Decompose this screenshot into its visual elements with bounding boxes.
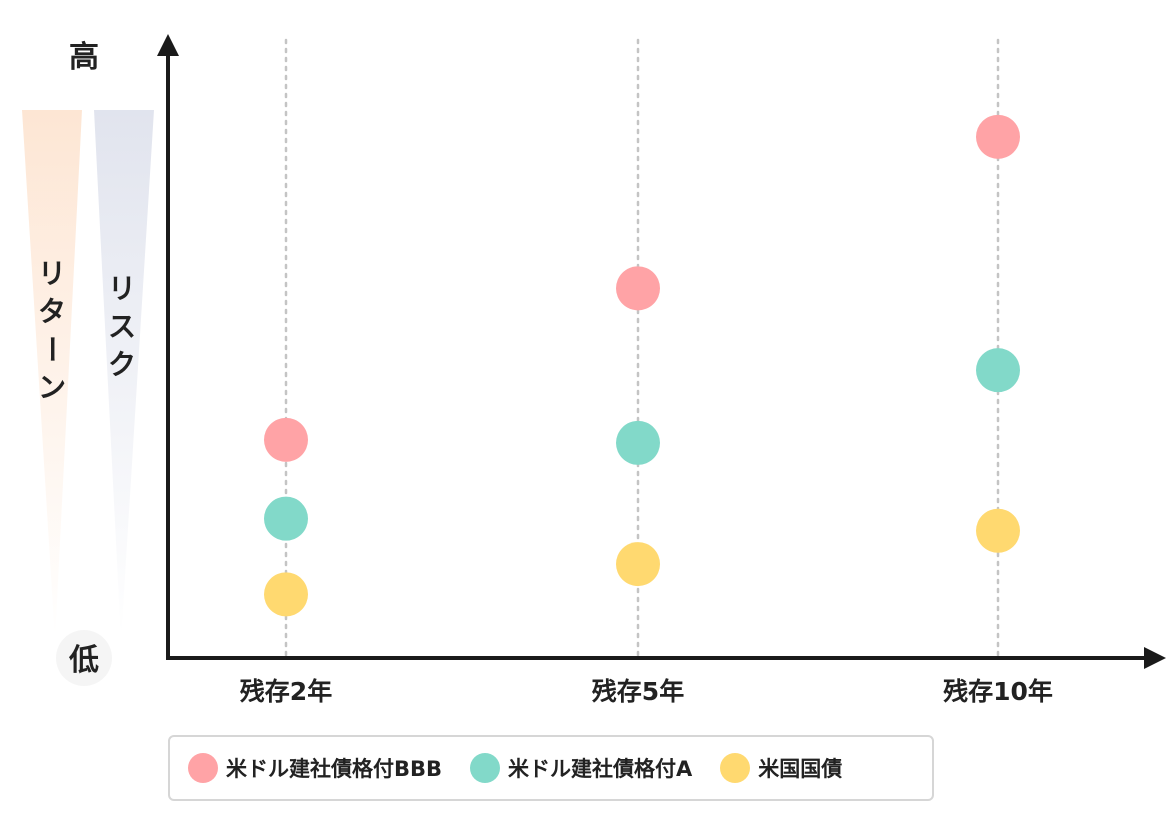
y-low-label-backdrop bbox=[56, 630, 112, 686]
y-low-label: 低 bbox=[68, 643, 99, 678]
data-point-series-1 bbox=[264, 417, 308, 462]
legend-item: 米ドル建社債格付BBB bbox=[188, 753, 442, 783]
legend-label: 米ドル建社債格付BBB bbox=[226, 757, 443, 781]
legend-item: 米ドル建社債格付A bbox=[470, 753, 692, 783]
legend-label: 米国国債 bbox=[758, 757, 843, 781]
indicator-char: タ bbox=[38, 295, 66, 328]
data-points bbox=[264, 114, 1020, 617]
y-high-label: 高 bbox=[69, 40, 99, 75]
x-axis-arrow bbox=[1144, 647, 1166, 669]
data-point-series-1 bbox=[616, 266, 660, 311]
x-tick-label: 残存10年 bbox=[943, 677, 1053, 706]
indicator-char: ス bbox=[108, 310, 136, 343]
x-tick-label: 残存2年 bbox=[240, 677, 332, 706]
x-tick-label: 残存5年 bbox=[592, 677, 684, 706]
legend-swatch bbox=[470, 753, 501, 783]
data-point-series-2 bbox=[616, 420, 660, 465]
legend-swatch bbox=[720, 753, 751, 783]
risk-indicator-wedge bbox=[94, 110, 154, 640]
return-indicator-wedge bbox=[22, 110, 82, 640]
data-point-series-3 bbox=[976, 508, 1020, 553]
indicator-char: ク bbox=[108, 348, 136, 381]
y-axis-arrow bbox=[157, 34, 179, 56]
indicator-char: リ bbox=[38, 257, 66, 290]
legend: 米ドル建社債格付BBB 米ドル建社債格付A 米国国債 bbox=[168, 735, 934, 801]
indicator-char: ン bbox=[38, 371, 66, 404]
data-point-series-2 bbox=[976, 348, 1020, 393]
data-point-series-3 bbox=[264, 572, 308, 617]
data-point-series-1 bbox=[976, 114, 1020, 159]
indicator-char: ー bbox=[35, 335, 68, 363]
data-point-series-2 bbox=[264, 496, 308, 541]
x-tick-labels: 残存2年 残存5年 残存10年 bbox=[240, 677, 1053, 706]
indicator-char: リ bbox=[108, 272, 136, 305]
data-point-series-3 bbox=[616, 542, 660, 587]
legend-label: 米ドル建社債格付A bbox=[508, 757, 693, 781]
legend-item: 米国国債 bbox=[720, 753, 842, 783]
legend-swatch bbox=[188, 753, 218, 783]
